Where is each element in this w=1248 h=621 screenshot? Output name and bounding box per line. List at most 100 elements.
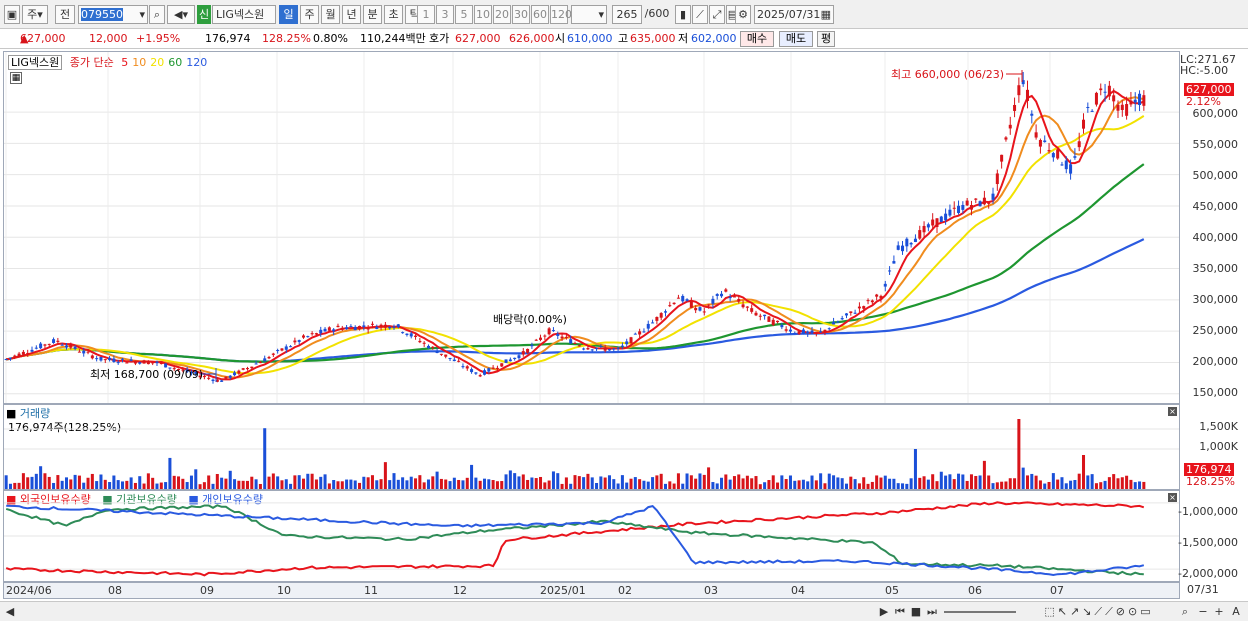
volume-panel[interactable]: ■ 거래량 176,974주(128.25%) × [3, 404, 1180, 490]
buy-button[interactable]: 매수 [740, 31, 774, 47]
table-icon[interactable]: ▦ [10, 72, 22, 84]
volume-bar [547, 480, 551, 489]
candle [918, 225, 922, 240]
candle [293, 337, 297, 345]
interval-tab-60[interactable]: 60 [531, 5, 549, 24]
candle [720, 290, 724, 298]
period-tab-0[interactable]: 일 [279, 5, 298, 24]
interval-tab-5[interactable]: 5 [455, 5, 473, 24]
x-tick-label: 2024/06 [6, 584, 52, 597]
volume-bar [409, 476, 413, 489]
legend-ma-5: 5 [121, 56, 129, 69]
candle [457, 357, 461, 363]
candle [840, 315, 844, 321]
font-size-icon[interactable]: A [1232, 605, 1240, 618]
interval-tab-20[interactable]: 20 [493, 5, 511, 24]
volume-bar [1077, 473, 1081, 489]
search-icon[interactable]: ⌕ [149, 5, 165, 24]
candle [444, 354, 448, 359]
price-chart-panel[interactable]: LIG넥스원 종가 단순 5 10 20 60 120 ▦ 최고 660,000 (06… [3, 51, 1180, 404]
interval-tab-30[interactable]: 30 [512, 5, 530, 24]
drawing-tools-icon[interactable]: ⬚↖↗↘⟋⟋⊘⊙▭ [1044, 605, 1154, 618]
volume-bar [806, 481, 810, 489]
volume-bar [922, 476, 926, 489]
period-tab-4[interactable]: 분 [363, 5, 382, 24]
zoom-icon[interactable]: ⌕ [1181, 605, 1189, 618]
period-tab-5[interactable]: 초 [384, 5, 403, 24]
close-icon[interactable]: × [1168, 493, 1177, 502]
interval-tab-120[interactable]: 120 [550, 5, 572, 24]
stock-code-input[interactable]: 079550 ▾ [78, 5, 148, 24]
scroll-left-icon[interactable]: ◀ [5, 605, 15, 618]
stock-name[interactable]: LIG넥스원 [212, 5, 276, 24]
speaker-icon[interactable]: ◀▾ [167, 5, 195, 24]
period-tab-3[interactable]: 년 [342, 5, 361, 24]
candle [612, 347, 616, 352]
interval-tab-1[interactable]: 1 [417, 5, 435, 24]
window-icon[interactable]: ▣ [4, 5, 20, 24]
interval-tab-3[interactable]: 3 [436, 5, 454, 24]
minus-icon[interactable]: − [1198, 605, 1208, 618]
prev-button[interactable]: 전 [55, 5, 75, 24]
volume-bar [1138, 481, 1142, 489]
candle [797, 331, 801, 335]
stop-icon[interactable]: ■ [910, 605, 922, 618]
period-select[interactable]: 주▾ [22, 5, 48, 24]
period-tab-2[interactable]: 월 [321, 5, 340, 24]
candle [1004, 136, 1008, 142]
period-tab-1[interactable]: 주 [300, 5, 319, 24]
holdings-y-axis: -1,000,000 -1,500,000 -2,000,000 [1178, 490, 1244, 582]
count-input[interactable]: 265 [612, 5, 642, 24]
candle-icon[interactable]: ▮ [675, 5, 691, 24]
rewind-icon[interactable]: ⏮ [895, 605, 905, 618]
candle [349, 324, 353, 328]
y-tick-label: 1,000K [1199, 440, 1238, 453]
holdings-panel[interactable]: ■ 외국인보유수량 ■ 기관보유수량 ■ 개인보유수량 × [3, 490, 1180, 582]
fast-forward-icon[interactable]: ⏭ [927, 605, 937, 618]
x-tick-label: 11 [364, 584, 378, 597]
volume-current-box: 176,974 [1184, 463, 1234, 476]
volume-bar [1129, 479, 1133, 489]
interval-tab-10[interactable]: 10 [474, 5, 492, 24]
gear-icon[interactable]: ⚙ [735, 5, 751, 24]
date-input[interactable]: 2025/07/31 ▦ [754, 5, 834, 24]
candle [586, 345, 590, 350]
candle [646, 320, 650, 332]
zoom-slider[interactable] [944, 604, 1016, 619]
candle [60, 343, 64, 346]
volume-bar [383, 462, 387, 489]
line-tool-icon[interactable]: ⟋ [692, 5, 708, 24]
candle [767, 316, 771, 322]
candle [172, 366, 176, 372]
eval-button[interactable]: 평 [817, 31, 835, 47]
volume-bar [297, 475, 301, 489]
candle [732, 293, 736, 298]
volume-bar [776, 482, 780, 489]
scroll-right-icon[interactable]: ▶ [879, 605, 889, 618]
candle [1000, 154, 1004, 169]
volume-bar [663, 483, 668, 489]
volume-bar [284, 479, 288, 489]
candle [271, 352, 275, 357]
volume-bar [448, 481, 452, 489]
close-icon[interactable]: × [1168, 407, 1177, 416]
volume-bar [931, 474, 935, 489]
volume-bar [52, 482, 56, 489]
volume-bar [793, 480, 797, 489]
volume-bar [263, 428, 267, 489]
x-tick-label: 07 [1050, 584, 1064, 597]
candle [806, 330, 810, 337]
volume-bar [245, 480, 249, 489]
sell-button[interactable]: 매도 [779, 31, 813, 47]
plus-icon[interactable]: + [1214, 605, 1224, 618]
candle [508, 357, 512, 362]
candle [638, 328, 642, 339]
volume-bar [974, 475, 978, 489]
volume-bar [995, 482, 999, 489]
interval-select[interactable]: ▾ [571, 5, 607, 24]
volume-bar [379, 479, 383, 489]
volume-bar [336, 481, 340, 489]
volume-bar [689, 475, 693, 489]
volume-bar [168, 457, 172, 489]
expand-icon[interactable]: ⤢ [709, 5, 725, 24]
